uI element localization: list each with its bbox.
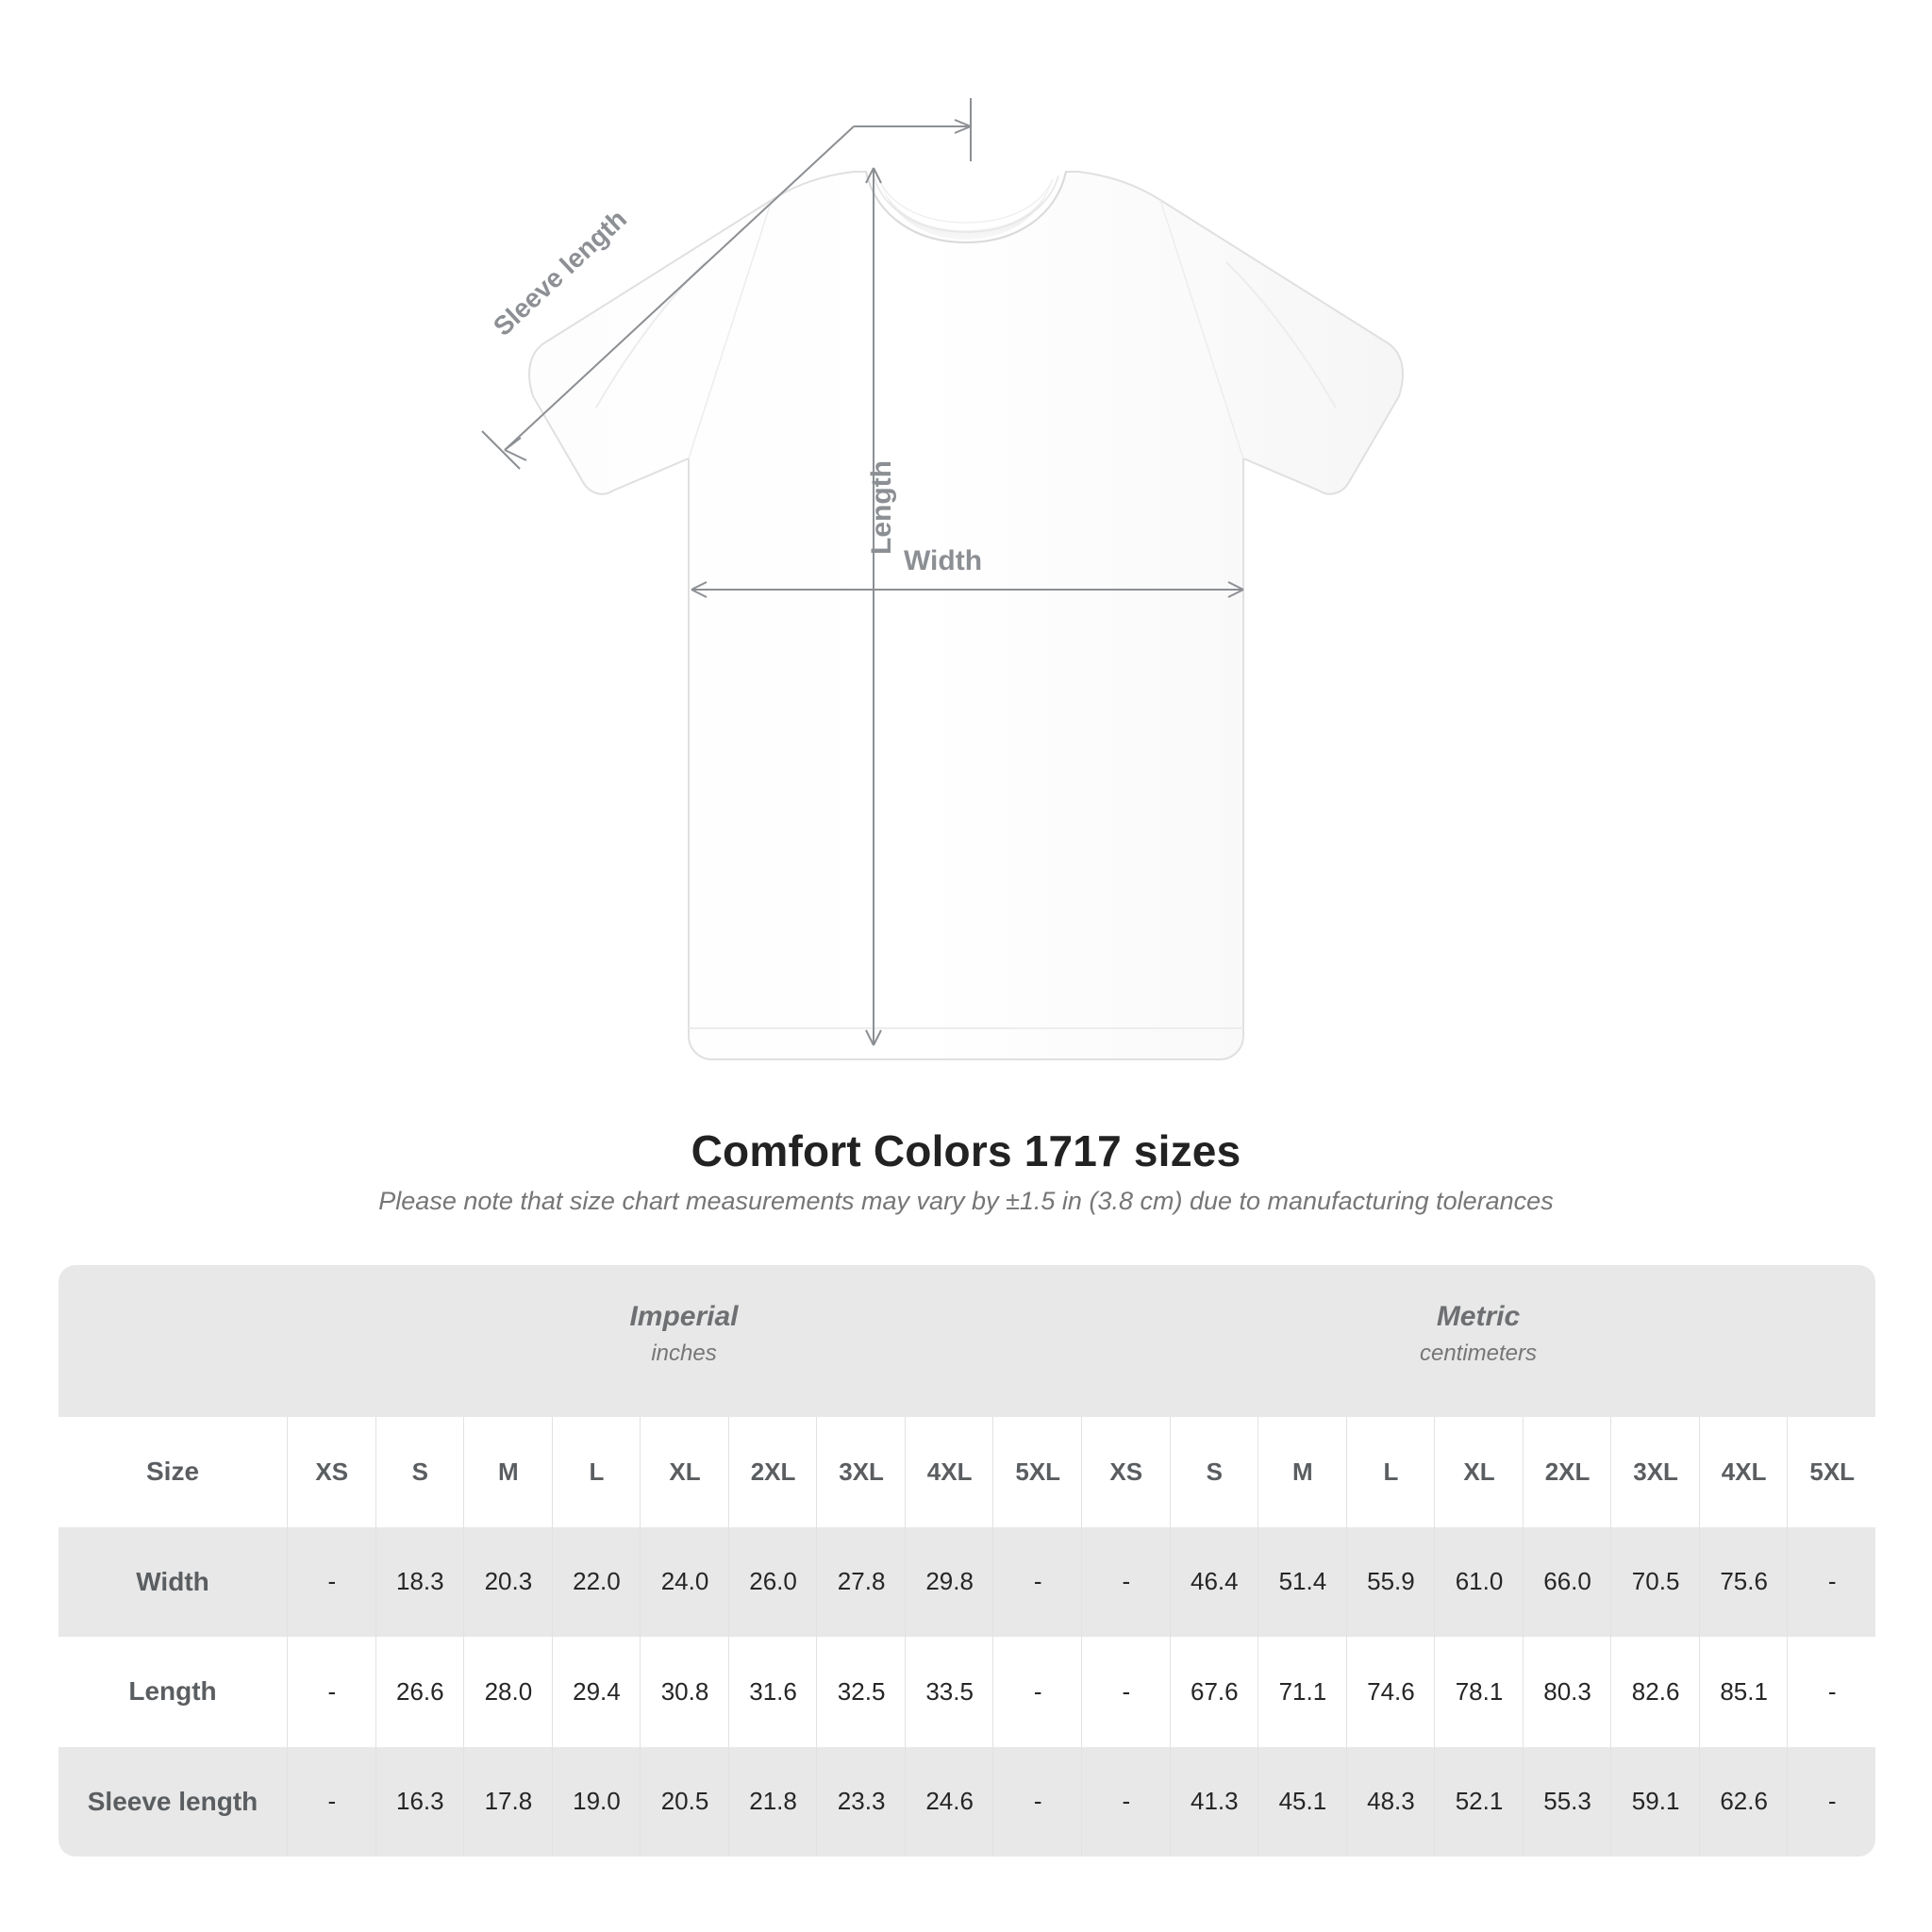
svg-text:Width: Width (904, 545, 982, 576)
svg-text:Length: Length (866, 460, 897, 555)
